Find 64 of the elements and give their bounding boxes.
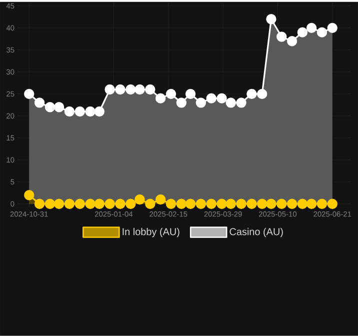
point: [316, 27, 328, 38]
point: [166, 88, 176, 100]
legend-label: Casino (AU): [230, 228, 283, 238]
point: [94, 106, 104, 117]
point: [166, 198, 176, 210]
point: [134, 194, 145, 205]
point: [126, 198, 136, 210]
point: [155, 194, 166, 205]
point: [54, 198, 64, 210]
point: [246, 88, 257, 100]
point: [34, 98, 45, 108]
point: [206, 198, 216, 210]
point: [206, 93, 216, 104]
point: [24, 88, 34, 100]
point: [286, 36, 298, 46]
point: [297, 27, 308, 38]
point: [126, 84, 136, 95]
point: [316, 198, 328, 210]
point: [74, 198, 85, 210]
point: [196, 198, 206, 210]
point: [327, 198, 338, 210]
point: [145, 84, 156, 95]
point: [34, 198, 45, 210]
point: [196, 98, 206, 108]
point: [226, 98, 236, 108]
point: [155, 93, 166, 104]
point: [104, 198, 115, 210]
point: [24, 190, 34, 200]
point: [216, 198, 227, 210]
point: [256, 88, 268, 100]
point: [94, 198, 104, 210]
legend-label: In lobby (AU): [122, 228, 180, 238]
point: [185, 88, 196, 100]
point: [115, 198, 126, 210]
point: [176, 98, 186, 108]
point: [297, 198, 308, 210]
point: [176, 198, 186, 210]
point: [64, 106, 75, 117]
point: [115, 84, 126, 95]
point: [226, 198, 236, 210]
point: [216, 93, 227, 104]
point: [306, 22, 317, 34]
point: [64, 198, 75, 210]
point: [104, 84, 115, 95]
point: [54, 102, 64, 112]
point: [134, 84, 145, 95]
point: [306, 198, 317, 210]
point: [236, 98, 246, 108]
point: [236, 198, 246, 210]
point: [246, 198, 257, 210]
point: [85, 106, 96, 117]
point: [74, 106, 85, 117]
point: [145, 198, 156, 210]
point: [276, 198, 287, 210]
point: [266, 198, 276, 210]
point: [44, 102, 56, 112]
point: [44, 198, 56, 210]
point: [85, 198, 96, 210]
point: [266, 14, 276, 24]
point: [276, 32, 287, 42]
point: [327, 22, 338, 34]
point: [256, 198, 268, 210]
point: [185, 198, 196, 210]
point: [286, 198, 298, 210]
